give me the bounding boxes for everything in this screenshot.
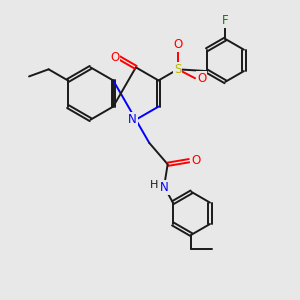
- Text: H: H: [149, 180, 158, 190]
- Text: N: N: [160, 181, 169, 194]
- Text: O: O: [191, 154, 200, 166]
- Text: O: O: [173, 38, 182, 51]
- Text: O: O: [197, 72, 206, 85]
- Text: S: S: [174, 63, 182, 76]
- Text: N: N: [128, 113, 137, 126]
- Text: F: F: [222, 14, 229, 27]
- Text: O: O: [110, 51, 119, 64]
